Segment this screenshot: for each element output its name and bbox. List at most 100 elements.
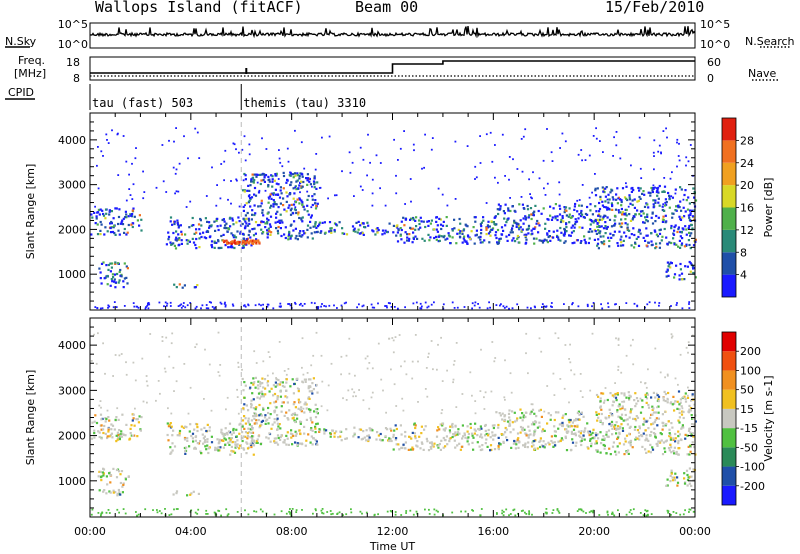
echo-cell — [482, 216, 485, 219]
echo-cell — [680, 427, 683, 430]
echo-cell — [246, 224, 250, 227]
echo-cell — [634, 213, 637, 216]
echo-cell — [564, 240, 567, 243]
echo-cell — [527, 434, 530, 437]
echo-cell — [661, 208, 664, 212]
echo-cell-sparse — [395, 174, 397, 177]
echo-cell — [439, 448, 442, 451]
echo-cell — [276, 210, 279, 213]
echo-cell — [609, 392, 612, 395]
echo-cell-sparse — [589, 389, 592, 392]
echo-cell-sparse — [657, 186, 660, 189]
echo-cell — [282, 187, 285, 190]
echo-cell — [647, 406, 651, 409]
echo-cell — [112, 467, 115, 470]
echo-cell — [671, 216, 674, 219]
echo-cell — [603, 444, 606, 447]
echo-cell-sparse — [278, 157, 281, 160]
echo-cell-sparse — [218, 374, 221, 377]
echo-cell — [217, 449, 220, 452]
echo-cell — [257, 380, 260, 383]
near-range-cell — [113, 301, 116, 303]
echo-cell — [316, 202, 319, 205]
echo-cell — [95, 421, 99, 425]
echo-cell — [611, 196, 614, 199]
echo-cell — [457, 228, 460, 231]
echo-cell — [114, 262, 117, 265]
echo-cell — [680, 405, 683, 408]
echo-cell — [520, 230, 523, 233]
near-range-cell — [345, 301, 347, 304]
echo-cell — [316, 181, 319, 184]
echo-cell — [191, 216, 194, 220]
echo-cell — [415, 216, 418, 219]
echo-cell — [243, 403, 246, 406]
echo-cell — [424, 425, 427, 428]
echo-cell — [400, 433, 403, 436]
echo-cell — [247, 195, 251, 198]
echo-cell — [314, 425, 317, 428]
near-range-cell — [405, 512, 407, 514]
echo-cell — [486, 445, 489, 448]
echo-cell — [640, 214, 643, 217]
echo-cell — [519, 431, 522, 434]
echo-cell — [650, 216, 653, 219]
colorbar-segment — [722, 428, 736, 448]
echo-cell — [241, 246, 244, 249]
echo-cell — [294, 441, 297, 444]
echo-cell-sparse — [100, 150, 103, 153]
echo-cell — [661, 220, 665, 223]
echo-cell — [633, 246, 636, 249]
echo-cell — [602, 227, 606, 230]
echo-cell — [610, 424, 613, 427]
echo-cell-sparse — [452, 378, 455, 381]
near-range-cell — [530, 307, 532, 310]
near-range-cell — [168, 514, 171, 516]
echo-cell-sparse — [436, 368, 438, 371]
echo-cell — [451, 435, 454, 439]
echo-cell — [655, 214, 658, 218]
echo-cell — [314, 416, 318, 419]
echo-cell — [98, 431, 101, 434]
near-range-cell — [333, 304, 335, 307]
near-range-cell — [262, 303, 264, 306]
near-range-cell — [179, 304, 181, 307]
echo-cell-sparse — [531, 403, 534, 406]
near-range-cell — [433, 508, 436, 511]
echo-cell — [126, 267, 129, 270]
echo-cell — [609, 232, 612, 235]
echo-cell — [275, 378, 278, 381]
echo-cell — [412, 227, 415, 230]
echo-cell — [394, 438, 397, 441]
echo-cell — [621, 405, 624, 408]
echo-cell — [644, 429, 647, 432]
echo-cell — [124, 216, 127, 219]
echo-cell — [663, 227, 666, 231]
echo-cell — [463, 235, 466, 238]
echo-cell — [683, 193, 686, 197]
echo-cell — [426, 440, 429, 443]
echo-cell — [640, 434, 643, 437]
echo-cell — [247, 219, 251, 222]
echo-cell-sparse — [485, 202, 488, 204]
near-range-cell — [338, 511, 341, 514]
echo-cell — [540, 415, 543, 418]
near-range-cell — [607, 302, 609, 305]
echo-cell-sparse — [638, 136, 641, 139]
echo-cell — [610, 225, 614, 228]
echo-cell-sparse — [244, 159, 247, 162]
echo-cell — [278, 196, 282, 199]
echo-cell — [661, 235, 664, 238]
echo-cell-sparse — [359, 146, 362, 149]
echo-cell-sparse — [581, 159, 583, 162]
echo-cell — [199, 440, 202, 443]
echo-cell-sparse — [362, 158, 365, 161]
echo-cell — [561, 438, 564, 441]
near-range-cell — [607, 513, 609, 516]
echo-cell — [131, 209, 134, 212]
echo-cell — [554, 217, 557, 220]
echo-cell — [670, 422, 673, 425]
near-range-cell — [224, 305, 227, 308]
echo-cell-sparse — [437, 187, 440, 190]
echo-cell — [230, 445, 233, 448]
